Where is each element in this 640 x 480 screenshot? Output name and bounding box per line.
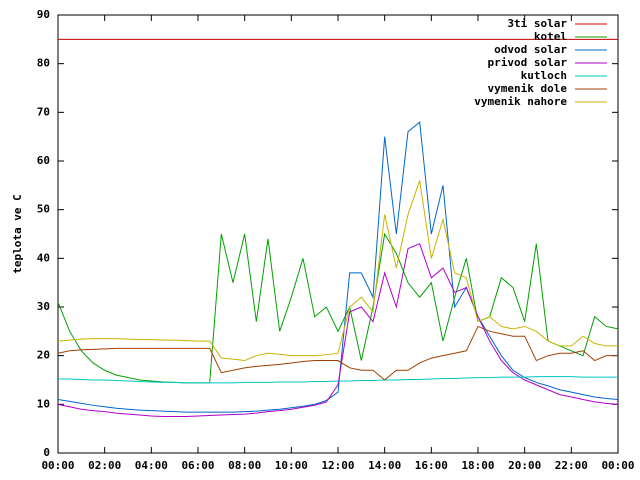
x-tick-label: 04:00 (135, 459, 168, 472)
y-tick-label: 0 (43, 446, 50, 459)
x-tick-label: 08:00 (228, 459, 261, 472)
legend-label: vymenik dole (488, 82, 568, 95)
x-tick-label: 14:00 (368, 459, 401, 472)
x-tick-label: 22:00 (555, 459, 588, 472)
legend-label: vymenik nahore (474, 95, 567, 108)
legend-label: kotel (534, 30, 567, 43)
x-tick-label: 00:00 (601, 459, 634, 472)
y-tick-label: 40 (37, 251, 50, 264)
x-tick-label: 18:00 (461, 459, 494, 472)
x-tick-label: 12:00 (321, 459, 354, 472)
x-tick-label: 06:00 (181, 459, 214, 472)
series-line (57, 180, 618, 362)
series-line (57, 121, 619, 413)
y-tick-label: 20 (37, 349, 50, 362)
legend-label: odvod solar (494, 43, 567, 56)
series-line (58, 376, 618, 384)
y-tick-label: 50 (37, 203, 50, 216)
legend-label: 3ti solar (507, 17, 567, 30)
y-tick-label: 80 (37, 57, 50, 70)
legend-label: kutloch (521, 69, 567, 82)
x-tick-label: 20:00 (508, 459, 541, 472)
x-tick-label: 16:00 (415, 459, 448, 472)
series-line (57, 243, 619, 417)
y-tick-label: 70 (37, 105, 50, 118)
x-tick-label: 10:00 (275, 459, 308, 472)
y-tick-label: 90 (37, 8, 50, 21)
y-tick-label: 10 (37, 397, 50, 410)
x-tick-label: 00:00 (41, 459, 74, 472)
y-axis-label: teplota ve C (11, 194, 24, 273)
legend-label: privod solar (488, 56, 568, 69)
series-line (57, 232, 619, 384)
y-tick-label: 60 (37, 154, 50, 167)
y-tick-label: 30 (37, 300, 50, 313)
series-line (57, 325, 618, 381)
x-tick-label: 02:00 (88, 459, 121, 472)
